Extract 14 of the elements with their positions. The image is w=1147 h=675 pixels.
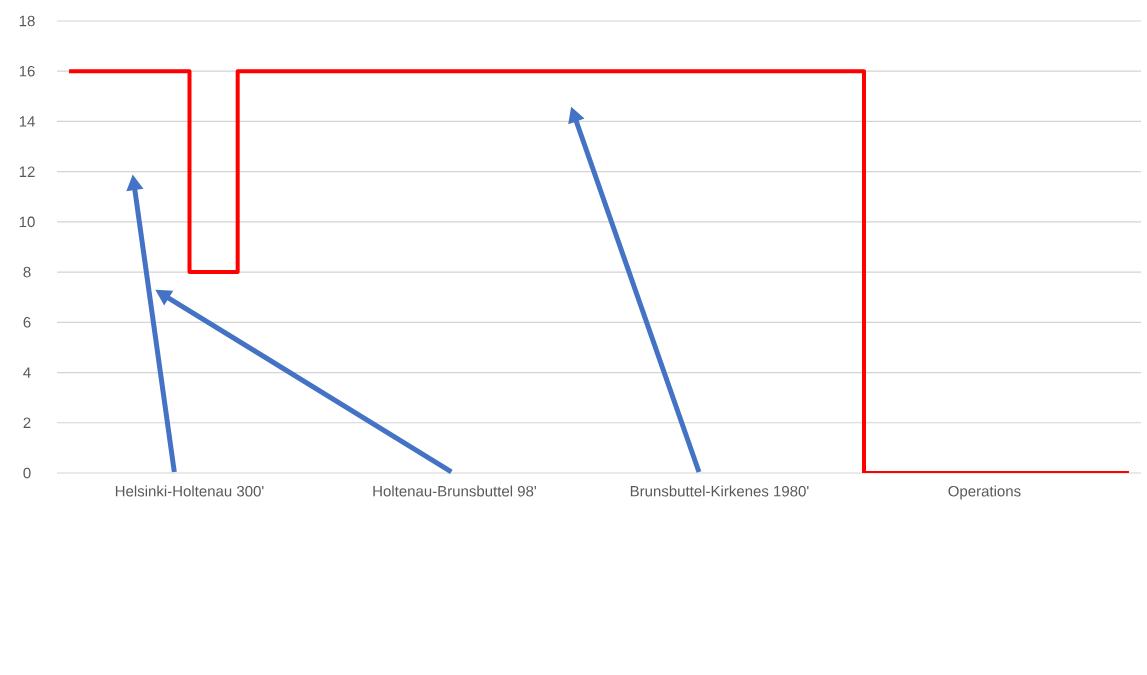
- y-tick-label: 2: [23, 417, 31, 428]
- y-tick-label: 0: [23, 467, 31, 479]
- y-tick-label: 18: [19, 15, 35, 27]
- x-tick-label: Brunsbuttel-Kirkenes 1980': [630, 485, 809, 497]
- y-tick-label: 6: [23, 317, 31, 328]
- x-tick-label: Operations: [948, 485, 1021, 500]
- y-tick-label: 14: [19, 116, 35, 127]
- y-tick-label: 16: [19, 65, 35, 77]
- x-tick-label: Helsinki-Holtenau 300': [115, 485, 264, 497]
- y-tick-label: 12: [19, 166, 35, 177]
- x-tick-label: Holtenau-Brunsbuttel 98': [373, 485, 536, 497]
- y-tick-label: 4: [23, 367, 31, 378]
- y-tick-label: 10: [19, 216, 35, 228]
- y-tick-label: 8: [23, 266, 31, 278]
